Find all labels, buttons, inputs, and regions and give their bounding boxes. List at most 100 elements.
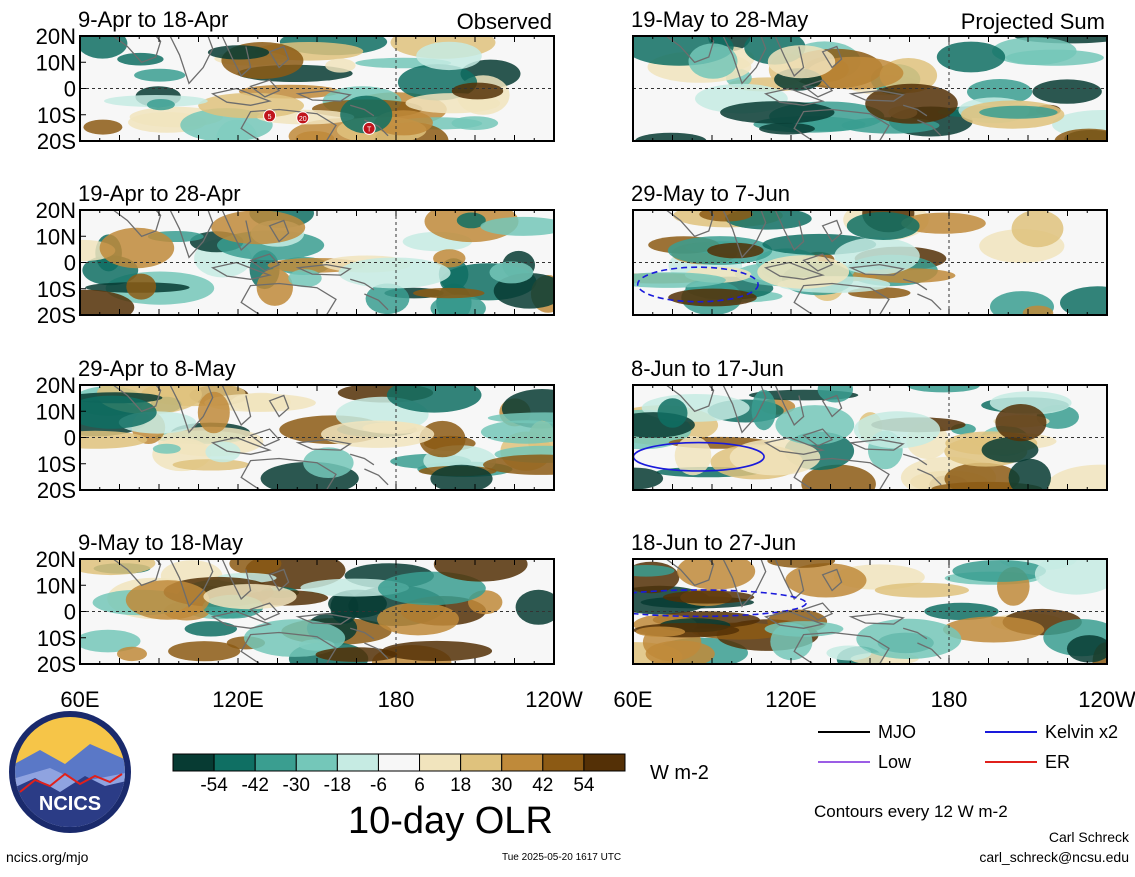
y-tick-label: 10S [37,277,76,302]
contours-note: Contours every 12 W m-2 [814,802,1008,822]
storm-label: 20 [299,116,307,123]
panel-period: 9-May to 18-May [78,530,243,555]
olr-anomaly-blob [78,28,128,58]
olr-anomaly-blob [768,45,835,78]
colorbar-swatch [420,754,461,771]
olr-anomaly-blob [126,580,210,620]
olr-anomaly-blob [83,120,122,135]
author-name: Carl Schreck [1049,829,1129,845]
colorbar-label: -18 [324,775,351,796]
olr-panel: 29-May to 7-Jun [601,181,1135,322]
olr-anomaly-blob [607,468,663,490]
colorbar-label: 30 [491,775,512,796]
legend-label: ER [1045,752,1070,772]
olr-anomaly-blob [303,447,353,478]
olr-anomaly-blob [416,42,482,70]
olr-anomaly-blob [147,99,175,110]
olr-anomaly-blob [875,583,969,598]
y-tick-label: 20S [37,478,76,503]
olr-field [601,195,1135,323]
colorbar-label: 18 [450,775,471,796]
colorbar-units: W m-2 [650,762,709,785]
colorbar-swatch [214,754,255,771]
panel-period: 29-Apr to 8-May [78,356,236,381]
olr-anomaly-blob [431,295,486,322]
chart-title: 10-day OLR [348,800,553,843]
colorbar-swatch [502,754,543,771]
olr-anomaly-blob [1012,210,1064,247]
storm-label: T [367,126,372,133]
colorbar-label: -42 [241,775,268,796]
olr-field [625,21,1135,153]
colorbar-label: 6 [414,775,425,796]
olr-anomaly-blob [134,69,185,82]
olr-anomaly-blob [1032,79,1101,103]
olr-field [43,374,602,495]
olr-anomaly-blob [168,641,240,661]
olr-anomaly-blob [759,123,815,135]
olr-anomaly-blob [117,647,147,661]
olr-anomaly-blob [995,404,1046,441]
olr-anomaly-blob [1067,635,1112,662]
panel-period: 9-Apr to 18-Apr [78,7,228,32]
olr-panel: 9-May to 18-May [66,530,561,680]
x-tick-label: 60E [613,687,652,712]
y-tick-label: 10N [36,224,76,249]
olr-anomaly-blob [668,289,757,307]
site-link[interactable]: ncics.org/mjo [6,849,88,865]
y-tick-label: 0 [64,600,76,625]
author-email[interactable]: carl_schreck@ncsu.edu [979,849,1129,865]
olr-anomaly-blob [610,272,726,288]
olr-anomaly-blob [185,621,237,636]
colorbar-swatch [296,754,337,771]
olr-anomaly-blob [362,422,424,434]
y-tick-label: 10N [36,50,76,75]
y-tick-label: 0 [64,251,76,276]
y-tick-label: 20N [36,198,76,223]
olr-anomaly-blob [229,552,281,575]
olr-anomaly-blob [430,465,492,493]
panel-period: 19-May to 28-May [631,7,808,32]
olr-anomaly-blob [982,437,1039,462]
y-tick-label: 20S [37,652,76,677]
colorbar-label: -6 [370,775,387,796]
olr-anomaly-blob [490,261,534,283]
y-tick-label: 10N [36,573,76,598]
colorbar-swatch [173,754,214,771]
y-tick-label: 10S [37,452,76,477]
panel-period: 18-Jun to 27-Jun [631,530,796,555]
y-tick-label: 20N [36,373,76,398]
y-tick-label: 10S [37,626,76,651]
olr-anomaly-blob [847,212,920,240]
olr-anomaly-blob [979,106,1057,119]
olr-anomaly-blob [208,45,269,59]
olr-anomaly-blob [1023,306,1054,321]
legend-label: MJO [878,722,916,742]
y-tick-label: 20S [37,129,76,154]
colorbar-label: 42 [532,775,553,796]
x-tick-label: 180 [931,687,968,712]
olr-anomaly-blob [752,390,777,430]
olr-anomaly-blob [767,554,835,568]
x-tick-label: 120E [212,687,263,712]
olr-anomaly-blob [865,84,958,124]
x-tick-label: 120E [765,687,816,712]
y-tick-label: 10S [37,103,76,128]
y-tick-label: 20N [36,24,76,49]
timestamp: Tue 2025-05-20 1617 UTC [502,852,621,863]
olr-field [40,198,566,325]
panel-period: 29-May to 7-Jun [631,181,790,206]
panel-period: 8-Jun to 17-Jun [631,356,784,381]
olr-anomaly-blob [1009,459,1051,497]
olr-panel: 18-Jun to 27-Jun [591,530,1120,682]
olr-anomaly-blob [658,398,688,427]
olr-anomaly-blob [636,627,685,637]
olr-anomaly-blob [618,565,675,577]
olr-anomaly-blob [452,83,503,100]
olr-panel: 19-Apr to 28-Apr [40,181,566,325]
olr-panel: 29-Apr to 8-May [43,356,602,495]
